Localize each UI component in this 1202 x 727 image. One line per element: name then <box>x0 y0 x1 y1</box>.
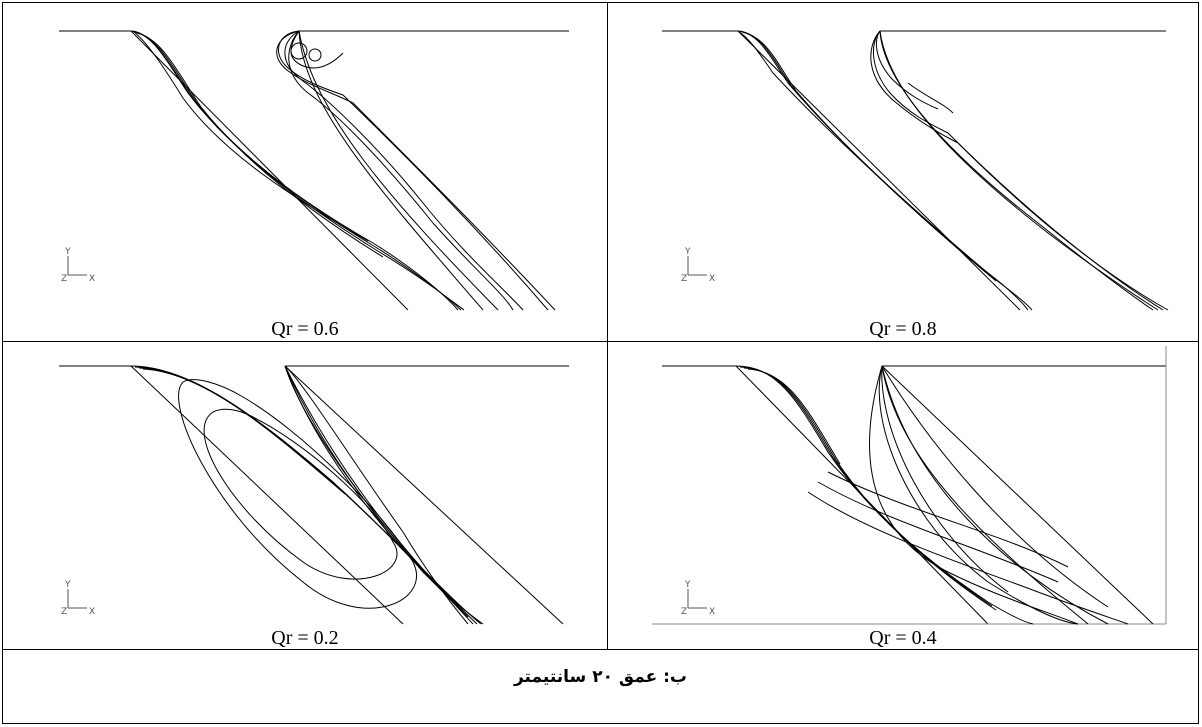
axis-y-label: Y <box>64 580 71 590</box>
streamline-plot: Y Z X <box>652 346 1167 625</box>
axis-x-label: X <box>89 274 95 284</box>
axis-y-label: Y <box>684 580 691 590</box>
axis-triad: Y Z X <box>61 580 95 617</box>
panel-qr-0-6: Y Z X Qr = 0.6 <box>3 3 607 341</box>
panel-qr-0-2: Y Z X Qr = 0.2 <box>3 342 607 649</box>
axis-triad: Y Z X <box>61 247 95 284</box>
column-divider <box>607 3 608 649</box>
streamline-plot: Y Z X <box>59 30 569 311</box>
axis-x-label: X <box>89 607 95 617</box>
panel-qr-0-4: Y Z X Qr = 0.4 <box>608 342 1198 649</box>
axis-z-label: Z <box>61 274 67 284</box>
figure-caption: ب: عمق ۲۰ سانتیمتر <box>513 667 688 687</box>
streamline-plot: Y Z X <box>59 365 569 625</box>
streamline-plot: Y Z X <box>662 30 1169 311</box>
axis-triad: Y Z X <box>681 247 715 284</box>
axis-x-label: X <box>709 607 715 617</box>
axis-x-label: X <box>709 274 715 284</box>
axis-z-label: Z <box>681 274 687 284</box>
panel-label: Qr = 0.8 <box>869 318 937 340</box>
axis-z-label: Z <box>61 607 67 617</box>
panel-qr-0-8: Y Z X Qr = 0.8 <box>608 3 1198 341</box>
axis-y-label: Y <box>684 247 691 257</box>
panel-label: Qr = 0.6 <box>271 318 339 340</box>
panel-label: Qr = 0.4 <box>869 627 937 649</box>
axis-z-label: Z <box>681 607 687 617</box>
axis-triad: Y Z X <box>681 580 715 617</box>
axis-y-label: Y <box>64 247 71 257</box>
panel-label: Qr = 0.2 <box>271 627 339 649</box>
row-divider-1 <box>3 341 1198 342</box>
row-divider-2 <box>3 649 1198 650</box>
